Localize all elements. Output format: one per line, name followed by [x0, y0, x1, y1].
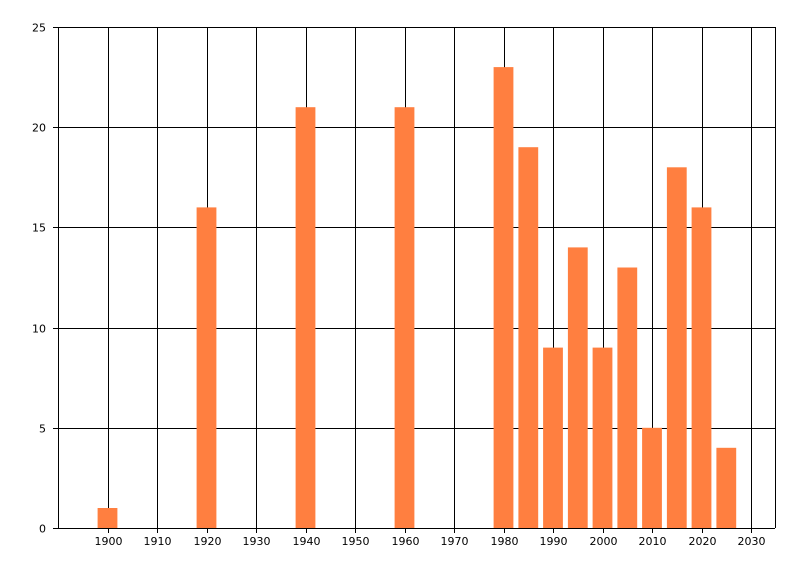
x-tick-label: 2000	[590, 535, 618, 548]
bars	[97, 67, 737, 529]
x-tick-label: 1900	[95, 535, 123, 548]
bar	[394, 107, 415, 528]
bar	[642, 427, 662, 528]
bar	[543, 347, 563, 528]
bar	[666, 167, 687, 529]
y-tick-label: 25	[32, 22, 46, 35]
x-tick-label: 2020	[689, 535, 717, 548]
axes: 0 5 10 15 20 25 1900 1910 1920 1930 1940 1950 1960 19…	[32, 22, 775, 548]
x-tick-label: 1980	[491, 535, 519, 548]
x-tick-label: 1910	[144, 535, 172, 548]
y-tick-label: 15	[32, 222, 46, 235]
bar	[493, 67, 514, 528]
y-tick-label: 10	[32, 323, 46, 336]
bar	[518, 147, 539, 528]
x-tick-label: 1940	[293, 535, 321, 548]
x-tick-label: 1970	[441, 535, 469, 548]
bar	[196, 207, 217, 528]
x-tick-label: 2010	[639, 535, 667, 548]
bar	[716, 447, 737, 528]
y-tick-label: 0	[39, 523, 46, 536]
bar	[592, 347, 613, 528]
x-tick-label: 1920	[194, 535, 222, 548]
bar	[691, 207, 712, 528]
bar	[617, 267, 638, 528]
bar	[97, 508, 118, 528]
x-tick-label: 1930	[243, 535, 271, 548]
x-tick-label: 1990	[540, 535, 568, 548]
bar	[295, 107, 316, 528]
x-tick-label: 1950	[342, 535, 370, 548]
y-tick-label: 20	[32, 122, 46, 135]
y-tick-label: 5	[39, 423, 46, 436]
bar	[567, 247, 588, 528]
x-tick-label: 1960	[392, 535, 420, 548]
x-tick-label: 2030	[738, 535, 766, 548]
